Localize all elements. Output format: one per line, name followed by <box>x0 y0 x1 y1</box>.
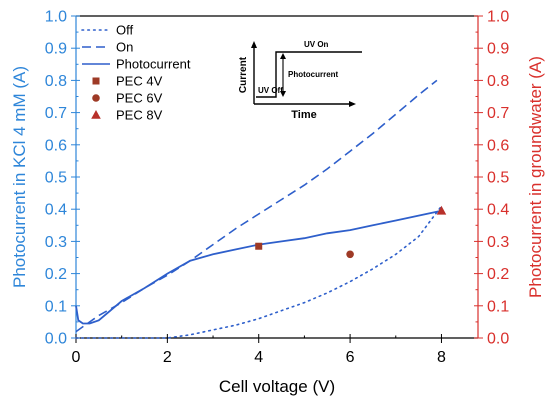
marker-pec-6v <box>346 250 354 259</box>
series-line-photocurrent <box>75 209 442 325</box>
legend-label: PEC 8V <box>116 108 163 123</box>
inset-on-label: UV On <box>304 40 329 49</box>
left-y-tick-label: 0.9 <box>45 41 67 58</box>
inset-x-arrowhead <box>349 101 356 107</box>
left-y-tick-label: 0.7 <box>45 105 67 122</box>
inset-delta-label: Photocurrent <box>288 70 339 79</box>
left-y-tick-label: 0.5 <box>45 170 67 187</box>
right-y-tick-label: 1.0 <box>487 9 509 26</box>
right-y-tick-label: 0.3 <box>487 234 509 251</box>
left-y-tick-label: 0.6 <box>45 137 67 154</box>
right-y-tick-label: 0.1 <box>487 298 509 315</box>
right-y-tick-label: 0.7 <box>487 105 509 122</box>
legend-label: On <box>116 40 133 55</box>
legend-label: PEC 4V <box>116 74 163 89</box>
left-y-tick-label: 0.0 <box>45 331 67 348</box>
right-y-tick-label: 0.2 <box>487 266 509 283</box>
x-tick-label: 6 <box>346 349 355 366</box>
x-tick-label: 4 <box>254 349 263 366</box>
inset-x-label: Time <box>291 109 316 121</box>
inset-step-curve <box>256 51 362 98</box>
legend-label: Photocurrent <box>116 57 191 72</box>
left-y-tick-label: 0.4 <box>45 202 67 219</box>
left-y-tick-label: 0.8 <box>45 73 67 90</box>
inset-y-label: Current <box>238 56 249 93</box>
right-y-tick-label: 0.0 <box>487 331 509 348</box>
inset-off-label: UV Off <box>258 86 283 95</box>
left-y-tick-label: 0.2 <box>45 266 67 283</box>
inset-y-arrowhead <box>251 41 257 48</box>
x-tick-label: 0 <box>72 349 81 366</box>
x-tick-label: 8 <box>437 349 446 366</box>
marker-pec-8v <box>436 205 447 215</box>
left-y-tick-label: 0.3 <box>45 234 67 251</box>
legend-marker-circle <box>92 94 100 102</box>
legend-marker-triangle <box>91 110 101 119</box>
left-y-tick-label: 1.0 <box>45 9 67 26</box>
legend-label: PEC 6V <box>116 91 163 106</box>
series-line-off <box>75 205 443 339</box>
series-group <box>75 79 447 339</box>
right-y-tick-label: 0.6 <box>487 137 509 154</box>
axes-group: 0.0 0.0 0.1 0.1 0.2 0.2 0.3 0.3 0.4 0.4 0.5 0.5 0.6 0… <box>10 9 545 397</box>
right-y-axis-title: Photocurrent in groundwater (A) <box>526 56 545 298</box>
marker-pec-4v <box>255 242 263 250</box>
right-y-tick-label: 0.5 <box>487 170 509 187</box>
inset-delta-arrowhead-down <box>280 91 286 97</box>
left-y-axis-title: Photocurrent in KCl 4 mM (A) <box>10 66 29 288</box>
legend-marker-square <box>92 77 100 85</box>
left-y-tick-label: 0.1 <box>45 298 67 315</box>
x-axis-title: Cell voltage (V) <box>219 377 335 396</box>
right-y-tick-label: 0.8 <box>487 73 509 90</box>
legend-label: Off <box>116 23 133 38</box>
inset-diagram: Current Time UV Off UV On Photocurrent <box>238 40 362 121</box>
x-tick-label: 2 <box>163 349 172 366</box>
right-y-tick-label: 0.9 <box>487 41 509 58</box>
inset-delta-arrowhead-up <box>280 53 286 59</box>
right-y-tick-label: 0.4 <box>487 202 509 219</box>
legend: Off On Photocurrent PEC 4V PEC 6V PEC 8V <box>81 23 191 123</box>
